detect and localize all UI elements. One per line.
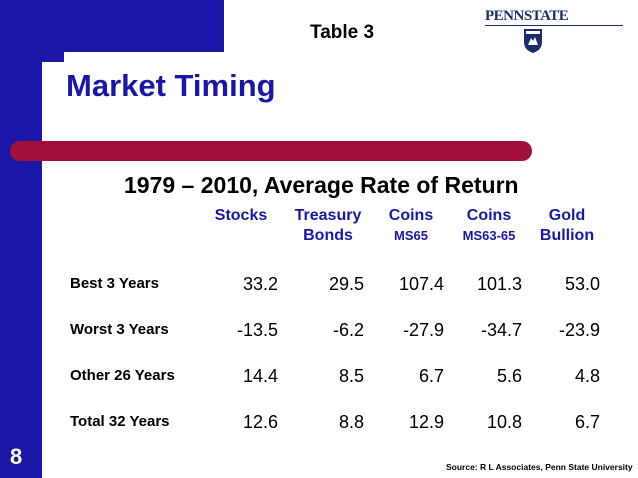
logo-underline	[485, 25, 623, 26]
column-header-coins-ms63-65: Coins MS63-65	[452, 206, 526, 246]
shield-icon	[524, 29, 542, 53]
row-label-total-32-years: Total 32 Years	[70, 413, 170, 430]
table-cell: -23.9	[558, 320, 600, 340]
column-header-line2: MS63-65	[462, 228, 516, 243]
logo-wordmark: PENNSTATE	[485, 8, 569, 24]
table-cell: 107.4	[398, 274, 444, 294]
column-header-line2: Bonds	[303, 227, 353, 244]
row-label-worst-3-years: Worst 3 Years	[70, 321, 169, 338]
column-header-gold-bullion: Gold Bullion	[534, 206, 600, 246]
table-cell: 4.8	[574, 366, 600, 386]
column-header-stocks: Stocks	[208, 206, 274, 226]
row-label-best-3-years: Best 3 Years	[70, 275, 159, 292]
row-label-other-26-years: Other 26 Years	[70, 367, 175, 384]
table-cell: 14.4	[242, 366, 278, 386]
penn-state-logo: PENNSTATE	[485, 8, 625, 56]
table-label: Table 3	[310, 22, 375, 43]
table-cell: 33.2	[242, 274, 278, 294]
top-blue-band	[42, 0, 224, 62]
column-header-line1: Treasury	[294, 207, 362, 224]
column-header-line1: Gold	[548, 207, 586, 224]
table-cell: 5.6	[496, 366, 522, 386]
column-header-line2: Bullion	[539, 227, 595, 244]
column-header-line1: Coins	[466, 207, 512, 224]
table-cell: 8.5	[338, 366, 364, 386]
table-cell: -34.7	[480, 320, 522, 340]
table-cell: 29.5	[328, 274, 364, 294]
column-header-line2: MS65	[394, 228, 428, 243]
column-header-coins-ms65: Coins MS65	[380, 206, 442, 246]
table-cell: 8.8	[338, 412, 364, 432]
table-cell: 12.6	[242, 412, 278, 432]
table-cell: 12.9	[408, 412, 444, 432]
table-cell: -6.2	[332, 320, 364, 340]
slide-number: 8	[10, 444, 23, 469]
table-cell: 6.7	[574, 412, 600, 432]
red-divider-bar	[10, 141, 532, 161]
column-header-line1: Stocks	[214, 207, 268, 224]
table-cell: -27.9	[402, 320, 444, 340]
table-cell: 6.7	[418, 366, 444, 386]
column-header-line1: Coins	[388, 207, 434, 224]
column-header-treasury-bonds: Treasury Bonds	[288, 206, 368, 246]
table-cell: 53.0	[564, 274, 600, 294]
slide-title: Market Timing	[66, 68, 276, 103]
table-subtitle: 1979 – 2010, Average Rate of Return	[124, 172, 519, 198]
table-cell: -13.5	[236, 320, 278, 340]
source-note: Source: R L Associates, Penn State Unive…	[446, 462, 633, 472]
left-sidebar-band	[0, 0, 42, 478]
table-cell: 101.3	[476, 274, 522, 294]
table-cell: 10.8	[486, 412, 522, 432]
